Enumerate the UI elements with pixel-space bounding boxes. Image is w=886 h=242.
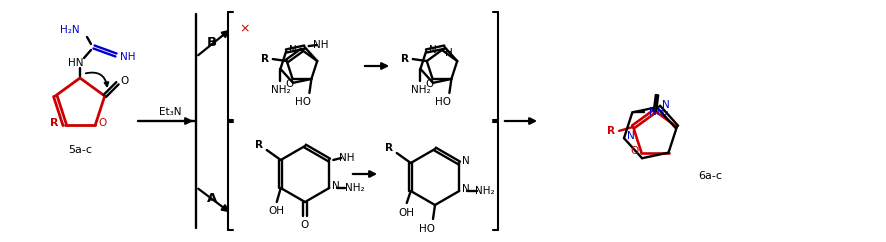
Text: N: N xyxy=(462,184,470,194)
Text: R: R xyxy=(51,118,59,128)
Text: R: R xyxy=(385,143,392,153)
Text: NH: NH xyxy=(339,153,355,163)
Text: N: N xyxy=(430,45,437,55)
Text: NH₂: NH₂ xyxy=(270,85,291,95)
Text: Et₃N: Et₃N xyxy=(159,107,182,117)
Text: NH₂: NH₂ xyxy=(346,183,365,193)
Text: O: O xyxy=(425,79,434,89)
Text: A: A xyxy=(206,191,217,204)
Text: HO: HO xyxy=(435,97,451,107)
Text: 5a-c: 5a-c xyxy=(68,145,92,155)
Text: NH₂: NH₂ xyxy=(649,107,668,117)
Text: O: O xyxy=(120,76,128,86)
Text: HO: HO xyxy=(419,224,435,234)
Text: N: N xyxy=(462,156,470,166)
Text: N: N xyxy=(332,181,340,191)
Text: N: N xyxy=(662,100,670,110)
Text: HN: HN xyxy=(68,58,84,68)
Text: N: N xyxy=(627,131,635,141)
Text: H: H xyxy=(446,48,453,58)
Text: O: O xyxy=(285,79,294,89)
Text: NH₂: NH₂ xyxy=(410,85,431,95)
Text: O: O xyxy=(301,220,309,230)
Text: O: O xyxy=(98,118,106,128)
Text: NH: NH xyxy=(120,52,136,62)
Text: N: N xyxy=(290,45,297,55)
Text: R: R xyxy=(400,54,408,64)
Text: OH: OH xyxy=(268,206,284,216)
Text: 6a-c: 6a-c xyxy=(698,171,722,181)
Text: OH: OH xyxy=(399,208,415,218)
Text: HO: HO xyxy=(295,97,311,107)
Text: ×: × xyxy=(240,23,250,36)
Text: R: R xyxy=(260,54,268,64)
Text: NH₂: NH₂ xyxy=(476,186,495,196)
Text: H₂N: H₂N xyxy=(60,25,80,35)
Text: R: R xyxy=(607,126,615,136)
Text: R: R xyxy=(255,140,263,150)
Text: O: O xyxy=(630,146,639,156)
Text: B: B xyxy=(207,36,217,48)
Text: NH: NH xyxy=(313,40,329,50)
